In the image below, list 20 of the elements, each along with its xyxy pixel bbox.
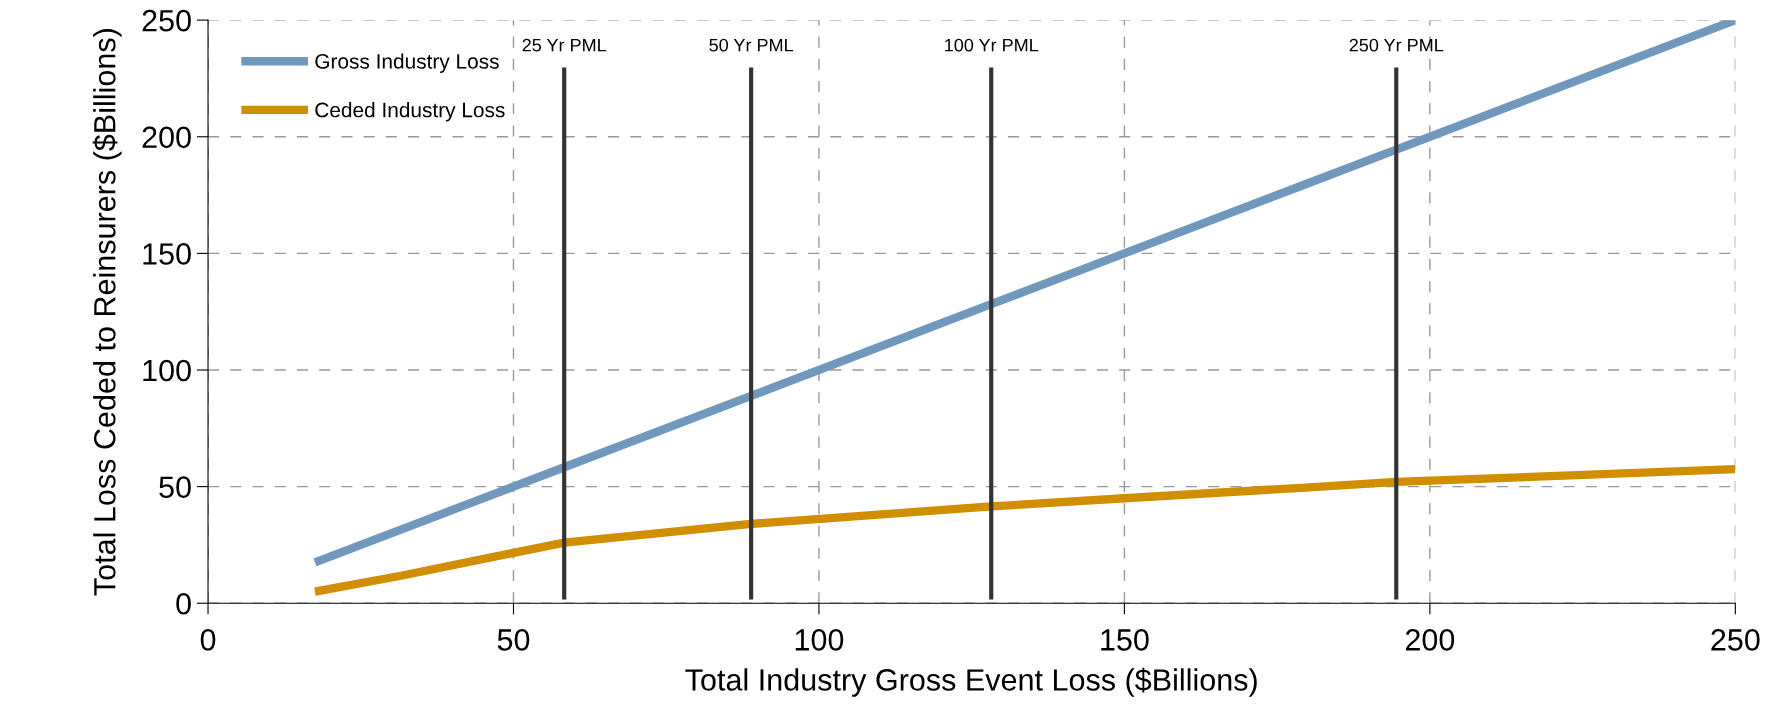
- y-tick-label: 0: [176, 592, 191, 615]
- ref-line-label: 100 Yr PML: [945, 38, 1039, 52]
- x-tick-label: 150: [1101, 629, 1149, 651]
- y-axis-title: Total Loss Ceded to Reinsurers ($Billions): [92, 29, 122, 596]
- y-tick-label: 100: [143, 359, 191, 382]
- legend-label: Gross Industry Loss: [315, 53, 499, 73]
- y-tick-label: 150: [143, 243, 191, 265]
- legend-label: Ceded Industry Loss: [315, 102, 505, 122]
- x-tick-label: 100: [795, 629, 844, 651]
- x-tick-label: 250: [1711, 629, 1760, 651]
- y-tick-label: 50: [159, 476, 191, 498]
- x-tick-label: 50: [497, 629, 530, 651]
- ref-line-label: 25 Yr PML: [522, 38, 607, 52]
- x-axis-title: Total Industry Gross Event Loss ($Billions): [685, 667, 1257, 697]
- y-tick-label: 250: [142, 9, 191, 32]
- y-tick-label: 200: [142, 126, 191, 149]
- ref-line-label: 250 Yr PML: [1349, 38, 1444, 52]
- x-tick-label: 200: [1405, 629, 1455, 651]
- ref-line-label: 50 Yr PML: [709, 38, 794, 52]
- x-tick-label: 0: [200, 629, 216, 651]
